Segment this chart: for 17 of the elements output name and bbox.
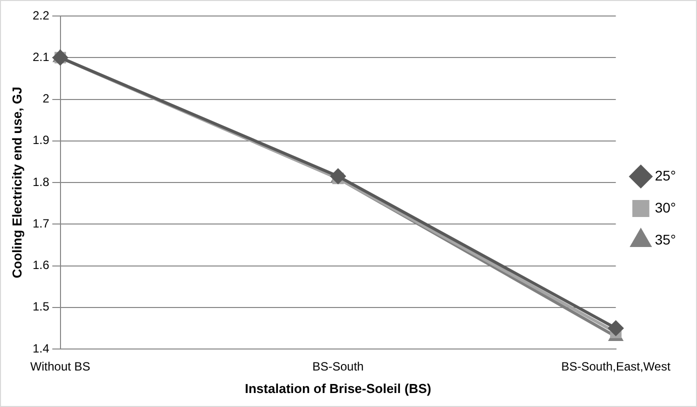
y-tick-label: 1.8 [32,174,50,189]
x-tick-label: BS-South [312,360,364,374]
legend-label: 25° [654,167,676,184]
y-tick-label: 1.6 [32,258,50,272]
y-tick-label: 2.2 [32,8,50,22]
y-tick-label: 2 [42,92,50,106]
y-tick-label: 1.9 [32,133,50,148]
x-tick-label: Without BS [30,360,90,374]
y-tick-label: 1.7 [32,216,50,230]
y-tick-label: 1.4 [32,341,50,356]
legend-label: 35° [654,231,676,248]
x-tick-label: BS-South,East,West [561,360,672,374]
y-axis-title: Cooling Electricity end use, GJ [9,86,24,278]
y-tick-label: 1.5 [32,300,50,314]
x-axis-title: Instalation of Brise-Soleil (BS) [244,380,432,396]
legend-label: 30° [654,199,676,216]
y-tick-label: 2.1 [32,50,50,64]
